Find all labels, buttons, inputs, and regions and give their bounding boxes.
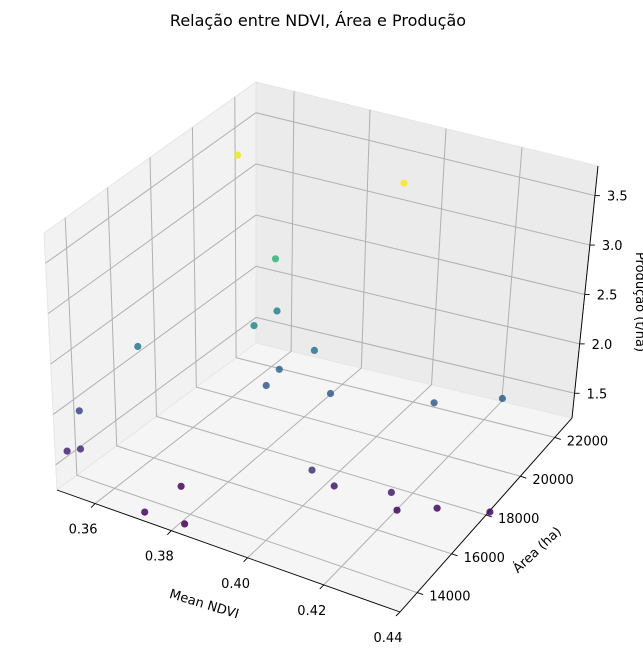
z-tick-label: 3.5 xyxy=(607,190,628,205)
x-tick-mark xyxy=(90,503,96,508)
axis-panes xyxy=(43,81,599,613)
data-point xyxy=(181,520,189,528)
tick-labels: 0.36 0.38 0.40 0.42 0.44 14000 16000 18000 20000… xyxy=(69,190,628,646)
grid-line-y xyxy=(149,157,487,516)
data-point xyxy=(262,381,270,390)
grid-line-z xyxy=(55,316,575,466)
data-point xyxy=(310,346,318,354)
data-point xyxy=(275,365,283,373)
y-tick-label: 16000 xyxy=(464,551,505,566)
data-point xyxy=(76,445,85,453)
grid-line-y xyxy=(64,217,418,594)
z-tick-label: 2.5 xyxy=(597,288,618,303)
x-tick-label: 0.44 xyxy=(374,631,403,646)
y-tick-label: 18000 xyxy=(498,512,539,527)
y-tick-label: 14000 xyxy=(429,590,470,605)
x-tick-label: 0.38 xyxy=(145,550,174,565)
grid-line-x xyxy=(171,109,371,532)
grid-line-y xyxy=(234,97,555,438)
data-point xyxy=(400,179,408,187)
data-point xyxy=(273,307,281,315)
z-tick-label: 1.5 xyxy=(587,387,608,402)
y-axis-label: Área (ha) xyxy=(510,524,565,577)
z-tick-label: 3.0 xyxy=(602,239,623,254)
data-point xyxy=(498,394,506,403)
x-axis-line xyxy=(56,489,401,613)
data-point xyxy=(141,508,149,516)
z-axis-label: Produção (t/ha) xyxy=(632,252,643,352)
x-tick-mark xyxy=(167,530,172,535)
data-point xyxy=(134,342,142,351)
data-point xyxy=(326,389,335,398)
grid-line-y xyxy=(107,187,452,555)
chart-title: Relação entre NDVI, Área e Produção xyxy=(170,11,466,30)
x-tick-mark xyxy=(319,584,325,590)
y-tick-mark xyxy=(451,553,458,557)
z-axis-line xyxy=(571,165,599,419)
x-tick-label: 0.36 xyxy=(69,523,98,538)
x-tick-label: 0.42 xyxy=(297,604,326,619)
x-axis-label: Mean NDVI xyxy=(168,587,241,622)
grid-line-z xyxy=(52,265,580,415)
x-tick-label: 0.40 xyxy=(221,577,250,592)
y-tick-mark xyxy=(520,475,527,479)
data-point xyxy=(430,399,438,407)
data-point xyxy=(250,322,258,330)
data-point xyxy=(271,255,280,263)
data-point xyxy=(308,466,316,474)
y-tick-mark xyxy=(417,592,424,596)
data-point xyxy=(433,504,441,512)
z-tick-label: 2.0 xyxy=(592,338,613,353)
y-tick-label: 20000 xyxy=(532,473,573,488)
data-point xyxy=(330,482,338,490)
data-point xyxy=(486,508,494,516)
y-tick-mark xyxy=(554,436,561,440)
grid-line-y xyxy=(191,127,521,477)
data-point xyxy=(393,506,401,514)
data-point xyxy=(177,482,185,490)
data-point xyxy=(387,488,395,496)
x-tick-mark xyxy=(395,611,401,617)
y-tick-label: 22000 xyxy=(567,434,608,449)
y-tick-mark xyxy=(485,514,493,518)
data-points xyxy=(63,151,506,528)
grid-line-z xyxy=(50,214,585,365)
grid-line-x xyxy=(94,91,295,504)
data-point xyxy=(75,407,83,415)
x-tick-mark xyxy=(243,557,248,563)
grid-line-x xyxy=(247,128,447,559)
data-point xyxy=(63,447,71,455)
grid-line-z xyxy=(47,163,590,315)
data-point xyxy=(234,151,242,159)
grid-line-z xyxy=(45,112,596,264)
